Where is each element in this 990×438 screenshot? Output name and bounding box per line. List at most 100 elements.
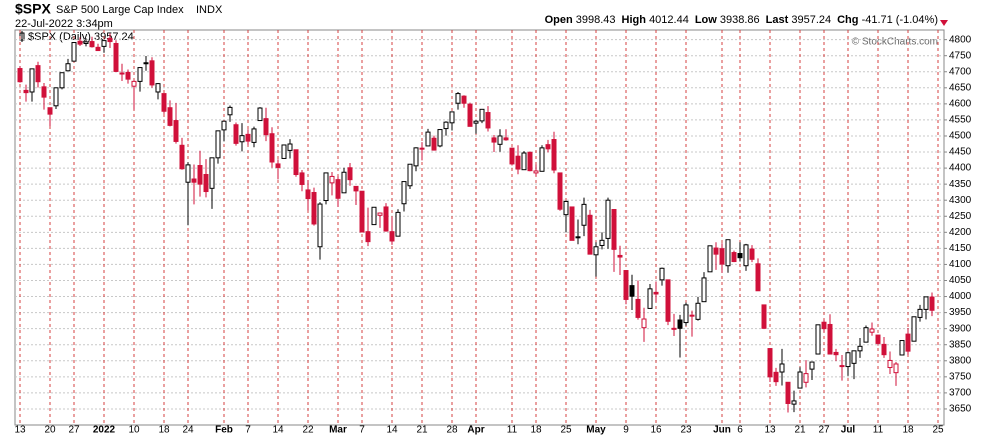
candle-body [95,46,101,52]
quote-value: 4012.44 [649,14,689,26]
x-tick-label: 18 [902,425,914,436]
candle-body [419,147,425,150]
candle-body [761,304,767,329]
candle-body [23,89,29,94]
candle-body [275,163,281,168]
candle-body [683,304,689,324]
candle-body [203,174,209,193]
candle-body [809,361,815,370]
candle-body [611,209,617,250]
candle-body [899,340,905,356]
candle-body [677,319,683,329]
candle-body [857,345,863,352]
candle-body [743,244,749,267]
candle-body [719,248,725,265]
y-tick-label: 3800 [949,355,972,366]
candle-body [653,291,659,295]
candle-body [335,179,341,199]
symbol: $SPX [15,1,51,17]
candle-body [893,363,899,374]
x-tick-label: 21 [416,425,428,436]
y-tick-label: 3950 [949,307,972,318]
candle-body [749,248,755,260]
x-tick-label: 6 [737,425,743,436]
candle-body [521,152,527,171]
plot-frame [14,29,945,426]
candle-body [83,41,89,44]
candle-body [455,93,461,104]
candle-body [659,267,665,281]
candle-body [665,279,671,322]
quote-label: Open [544,14,573,26]
candle-body [65,63,71,72]
candle-body [29,68,35,93]
x-tick-label: 13 [14,425,26,436]
candle-body [821,321,827,330]
y-tick-label: 4200 [949,227,972,238]
candle-body [497,135,503,145]
candle-body [125,71,131,80]
x-tick-label: 27 [818,425,830,436]
x-tick-label: 16 [650,425,662,436]
quote-value: 3998.43 [575,14,616,26]
y-tick-label: 4100 [949,259,972,270]
candle-body [905,333,911,352]
candle-body [779,363,785,373]
candle-body [599,239,605,246]
candle-body [221,120,227,131]
candle-body [395,211,401,237]
y-tick-label: 4150 [949,243,972,254]
candle-body [875,334,881,344]
candle-body [431,137,437,151]
x-tick-label: 14 [386,425,398,436]
candle-body [551,139,557,171]
candle-body [605,199,611,239]
candle-body [185,164,191,183]
candle-body [563,200,569,216]
candle-body [101,40,107,47]
candle-body [755,263,761,292]
candle-body [401,181,407,205]
quote-value: 3938.86 [719,14,760,26]
candle-body [437,129,443,147]
candle-body [467,103,473,127]
candle-body [785,381,791,404]
y-tick-label: 4000 [949,291,972,302]
x-tick-label: 22 [302,425,314,436]
x-tick-label: 23 [680,425,692,436]
candle-body [71,42,77,62]
candle-body [341,171,347,194]
candle-body [215,130,221,159]
candle-body [869,328,875,333]
candle-body [929,296,935,311]
candle-body [305,189,311,200]
candle-body [35,65,41,83]
y-tick-label: 4700 [949,66,972,77]
x-tick-label: Feb [215,425,233,436]
candle-body [167,107,173,126]
y-tick-label: 3850 [949,339,972,350]
candle-body [53,87,59,107]
exchange: INDX [196,4,223,16]
candle-body [731,252,737,263]
candle-body [77,40,83,45]
x-tick-label: 7 [359,425,365,436]
candle-body [317,203,323,248]
x-tick-label: 20 [44,425,56,436]
candle-body [491,137,497,143]
candle-body [449,111,455,124]
x-tick-label: 25 [932,425,944,436]
x-tick-label: 18 [530,425,542,436]
candle-body [17,68,23,83]
quote-value: 3957.24 [791,14,832,26]
timestamp: 22-Jul-2022 3:34pm [15,18,113,30]
candle-body [371,206,377,226]
y-tick-label: 3900 [949,323,972,334]
y-tick-label: 4400 [949,163,972,174]
x-tick-label: Mar [329,425,347,436]
candle-body [617,254,623,258]
candle-body [443,121,449,130]
candle-body [383,206,389,232]
candle-body [329,175,335,184]
